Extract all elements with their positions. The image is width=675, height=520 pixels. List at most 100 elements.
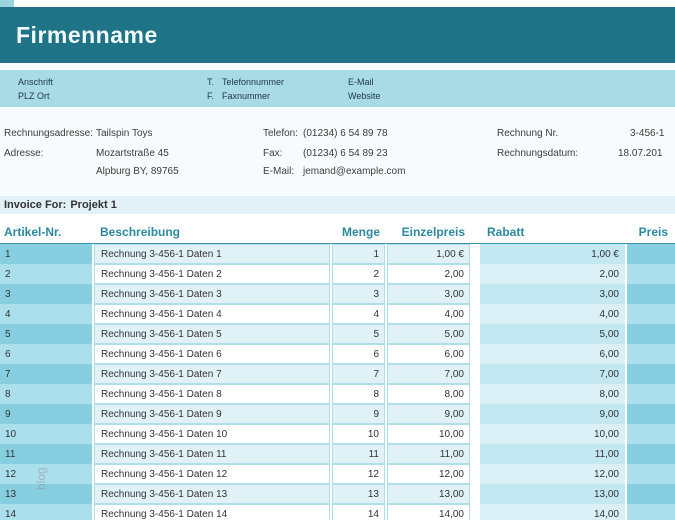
col-header-artikel: Artikel-Nr. (4, 225, 62, 239)
table-row: 4 Rechnung 3-456-1 Daten 4 4 4,00 4,00 (0, 304, 675, 324)
cell-preis (627, 324, 675, 344)
cell-beschreibung: Rechnung 3-456-1 Daten 13 (94, 484, 330, 504)
cell-menge: 6 (332, 344, 385, 364)
col-header-beschreibung: Beschreibung (100, 225, 181, 239)
cell-rabatt: 11,00 (480, 444, 625, 464)
cell-einzelpreis: 11,00 (387, 444, 470, 464)
cell-preis (627, 344, 675, 364)
cell-einzelpreis: 5,00 (387, 324, 470, 344)
cell-artikel: 11 (0, 444, 92, 464)
cell-rabatt: 13,00 (480, 484, 625, 504)
cell-beschreibung: Rechnung 3-456-1 Daten 2 (94, 264, 330, 284)
cell-preis (627, 464, 675, 484)
column-gap (470, 324, 480, 344)
telefon-label: Telefon: (263, 128, 299, 139)
company-name: Firmenname (16, 21, 158, 48)
cell-artikel: 10 (0, 424, 92, 444)
column-gap (470, 504, 480, 520)
cell-beschreibung: Rechnung 3-456-1 Daten 8 (94, 384, 330, 404)
cell-einzelpreis: 8,00 (387, 384, 470, 404)
cell-einzelpreis: 4,00 (387, 304, 470, 324)
email-detail-value: jemand@example.com (303, 166, 406, 177)
cell-rabatt: 10,00 (480, 424, 625, 444)
cell-beschreibung: Rechnung 3-456-1 Daten 7 (94, 364, 330, 384)
cell-beschreibung: Rechnung 3-456-1 Daten 10 (94, 424, 330, 444)
invoice-for-strip: Invoice For: Projekt 1 (0, 196, 675, 214)
table-row: 13 Rechnung 3-456-1 Daten 13 13 13,00 13… (0, 484, 675, 504)
cell-rabatt: 5,00 (480, 324, 625, 344)
table-header-row: Artikel-Nr. Beschreibung Menge Einzelpre… (0, 214, 675, 244)
cell-einzelpreis: 14,00 (387, 504, 470, 520)
cell-menge: 12 (332, 464, 385, 484)
cell-einzelpreis: 13,00 (387, 484, 470, 504)
cell-einzelpreis: 2,00 (387, 264, 470, 284)
table-row: 11 Rechnung 3-456-1 Daten 11 11 11,00 11… (0, 444, 675, 464)
cell-preis (627, 404, 675, 424)
cell-menge: 5 (332, 324, 385, 344)
table-row: 12 Rechnung 3-456-1 Daten 12 12 12,00 12… (0, 464, 675, 484)
cell-menge: 10 (332, 424, 385, 444)
cell-menge: 9 (332, 404, 385, 424)
table-row: 8 Rechnung 3-456-1 Daten 8 8 8,00 8,00 (0, 384, 675, 404)
cell-artikel: 5 (0, 324, 92, 344)
rechnungsdatum-label: Rechnungsdatum: (497, 148, 579, 159)
fax-value: (01234) 6 54 89 23 (303, 148, 388, 159)
col-header-menge: Menge (341, 225, 380, 239)
rechnung-nr-value: 3-456-1 (630, 128, 665, 139)
cell-preis (627, 364, 675, 384)
cell-artikel: 9 (0, 404, 92, 424)
cell-beschreibung: Rechnung 3-456-1 Daten 5 (94, 324, 330, 344)
col-header-rabatt: Rabatt (487, 225, 525, 239)
column-gap (470, 344, 480, 364)
telefon-prefix: T. (207, 77, 215, 87)
cell-rabatt: 9,00 (480, 404, 625, 424)
cell-artikel: 12 (0, 464, 92, 484)
cell-menge: 13 (332, 484, 385, 504)
table-body: 1 Rechnung 3-456-1 Daten 1 1 1,00 € 1,00… (0, 244, 675, 520)
cell-menge: 7 (332, 364, 385, 384)
cell-beschreibung: Rechnung 3-456-1 Daten 6 (94, 344, 330, 364)
cell-beschreibung: Rechnung 3-456-1 Daten 11 (94, 444, 330, 464)
adresse-line1: Mozartstraße 45 (96, 148, 169, 159)
cell-artikel: 6 (0, 344, 92, 364)
anschrift-label: Anschrift (18, 77, 54, 87)
cell-beschreibung: Rechnung 3-456-1 Daten 12 (94, 464, 330, 484)
col-header-einzelpreis: Einzelpreis (401, 225, 465, 239)
cell-rabatt: 3,00 (480, 284, 625, 304)
cell-preis (627, 264, 675, 284)
cell-menge: 3 (332, 284, 385, 304)
column-gap (470, 214, 480, 243)
cell-rabatt: 14,00 (480, 504, 625, 520)
cell-artikel: 1 (0, 244, 92, 264)
telefon-value: (01234) 6 54 89 78 (303, 128, 388, 139)
cell-menge: 11 (332, 444, 385, 464)
cell-artikel: 4 (0, 304, 92, 324)
cell-rabatt: 1,00 € (480, 244, 625, 264)
table-row: 2 Rechnung 3-456-1 Daten 2 2 2,00 2,00 (0, 264, 675, 284)
cell-preis (627, 424, 675, 444)
cell-preis (627, 444, 675, 464)
column-gap (470, 424, 480, 444)
cell-artikel: 7 (0, 364, 92, 384)
cell-einzelpreis: 3,00 (387, 284, 470, 304)
cell-menge: 1 (332, 244, 385, 264)
rechnungsadresse-value: Tailspin Toys (96, 128, 153, 139)
table-row: 6 Rechnung 3-456-1 Daten 6 6 6,00 6,00 (0, 344, 675, 364)
invoice-for-value: Projekt 1 (70, 199, 117, 211)
cell-beschreibung: Rechnung 3-456-1 Daten 9 (94, 404, 330, 424)
cell-einzelpreis: 9,00 (387, 404, 470, 424)
corner-accent (0, 0, 14, 7)
column-gap (470, 304, 480, 324)
cell-einzelpreis: 10,00 (387, 424, 470, 444)
faxnummer-label: Faxnummer (222, 91, 271, 101)
cell-menge: 14 (332, 504, 385, 520)
invoice-table: Artikel-Nr. Beschreibung Menge Einzelpre… (0, 214, 675, 520)
contact-band: Anschrift PLZ Ort T. Telefonnummer F. Fa… (0, 70, 675, 107)
column-gap (470, 384, 480, 404)
rechnungsadresse-label: Rechnungsadresse: (4, 128, 93, 139)
cell-artikel: 13 (0, 484, 92, 504)
cell-rabatt: 8,00 (480, 384, 625, 404)
column-gap (470, 264, 480, 284)
cell-rabatt: 12,00 (480, 464, 625, 484)
